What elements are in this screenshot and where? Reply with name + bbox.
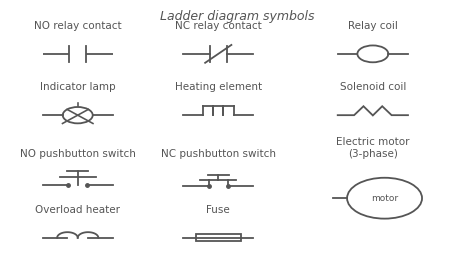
Text: NO relay contact: NO relay contact [34, 21, 121, 31]
Text: motor: motor [371, 194, 398, 203]
Text: Ladder diagram symbols: Ladder diagram symbols [160, 10, 314, 23]
Text: NC relay contact: NC relay contact [175, 21, 262, 31]
Text: NO pushbutton switch: NO pushbutton switch [20, 149, 136, 159]
Text: NC pushbutton switch: NC pushbutton switch [161, 149, 276, 159]
Text: Relay coil: Relay coil [348, 21, 398, 31]
Text: Fuse: Fuse [206, 205, 230, 215]
Text: Solenoid coil: Solenoid coil [340, 82, 406, 92]
Text: Overload heater: Overload heater [35, 205, 120, 215]
Text: Electric motor
(3-phase): Electric motor (3-phase) [336, 137, 410, 159]
Bar [196, 234, 241, 241]
Text: Heating element: Heating element [175, 82, 262, 92]
Text: Indicator lamp: Indicator lamp [40, 82, 116, 92]
